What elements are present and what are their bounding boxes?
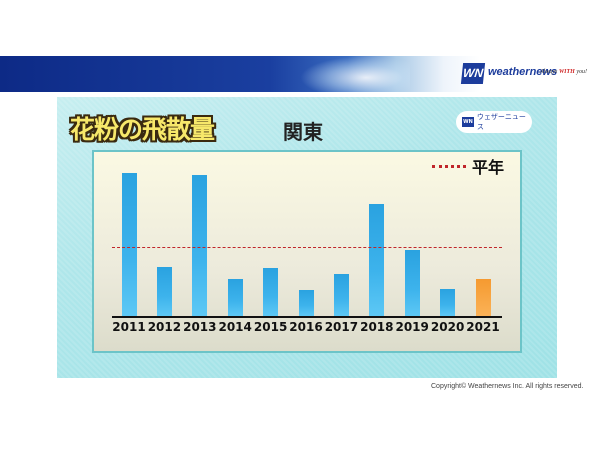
average-line-swatch [432, 164, 466, 168]
chart-area [92, 150, 522, 353]
x-tick-label: 2020 [430, 320, 465, 334]
header-banner [0, 56, 600, 92]
badge-text: ウェザーニュース [476, 113, 526, 131]
x-tick-label: 2015 [253, 320, 288, 334]
bar-2020 [440, 289, 456, 316]
x-tick-label: 2012 [147, 320, 182, 334]
copyright: Copyright© Weathernews Inc. All rights r… [431, 383, 584, 390]
weathernews-logo-icon: WN [460, 63, 486, 84]
x-tick-label: 2021 [466, 320, 500, 334]
x-tick-label: 2019 [395, 320, 429, 334]
bar-2016 [298, 290, 314, 316]
bar-2018 [369, 204, 385, 316]
brand-name: weathernews [488, 66, 558, 78]
x-tick-label: 2018 [360, 320, 394, 334]
bar-2014 [227, 279, 243, 316]
bar-2019 [404, 250, 420, 316]
bar-2012 [156, 267, 172, 316]
cloud-graphic [300, 56, 410, 92]
legend: 平年 [432, 154, 504, 178]
x-tick-label: 2016 [289, 320, 323, 334]
wn-mini-logo-icon: WN [462, 117, 474, 127]
average-line [112, 247, 502, 248]
x-tick-label: 2013 [183, 320, 217, 334]
bar-2017 [333, 274, 349, 316]
bar-2015 [263, 268, 279, 316]
x-tick-label: 2014 [218, 320, 252, 334]
weathernews-badge: WN ウェザーニュース [456, 111, 532, 133]
legend-label-average: 平年 [472, 158, 505, 177]
region-label: 関東 [283, 120, 323, 144]
bar-2011 [121, 173, 137, 316]
x-axis [112, 316, 502, 318]
bar-2021 [475, 279, 491, 316]
x-tick-label: 2011 [112, 320, 146, 334]
chart-title: 花粉の飛散量 [70, 115, 215, 144]
tagline-prefix: Always [540, 69, 559, 75]
tagline-emph: WITH [558, 69, 575, 75]
x-tick-label: 2017 [324, 320, 359, 334]
tagline-suffix: you! [574, 69, 588, 75]
bar-2013 [192, 175, 208, 316]
brand-tagline: Always WITH you! [540, 69, 587, 75]
